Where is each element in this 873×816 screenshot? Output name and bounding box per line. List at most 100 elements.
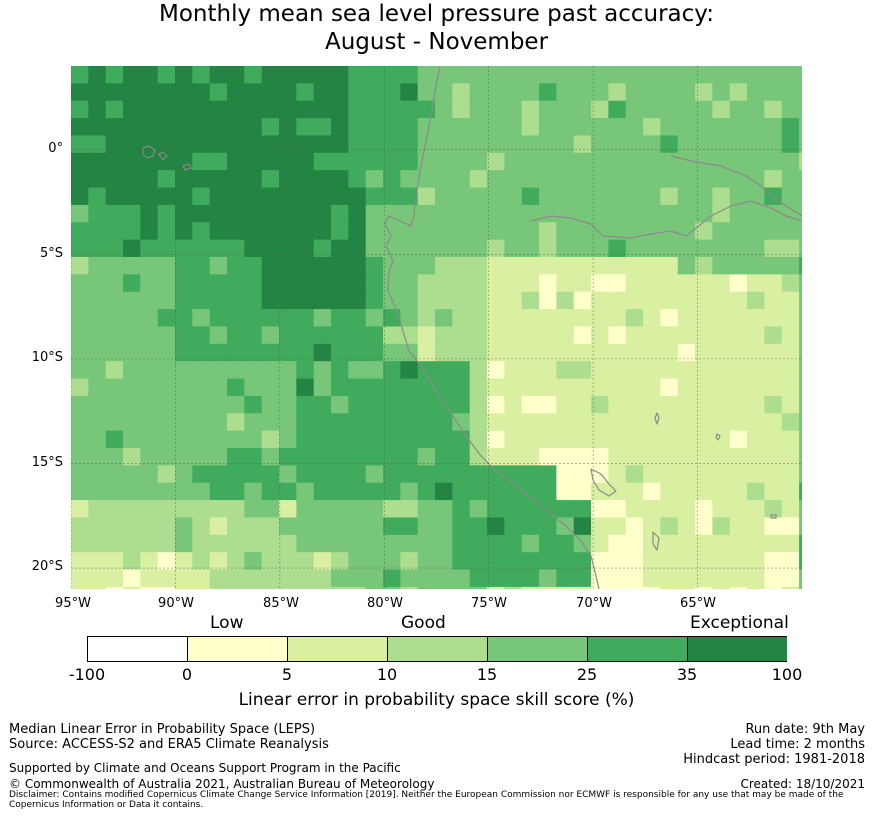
skill-cell: [504, 257, 523, 275]
skill-cell: [764, 66, 783, 84]
skill-cell: [487, 239, 505, 258]
skill-cell: [140, 430, 159, 449]
skill-cell: [591, 482, 609, 501]
skill-cell: [729, 309, 748, 328]
skill-cell: [261, 152, 280, 171]
skill-cell: [123, 135, 141, 154]
skill-cell: [504, 552, 523, 571]
skill-cell: [781, 100, 800, 119]
skill-cell: [747, 586, 766, 589]
skill-cell: [209, 291, 228, 310]
skill-cell: [227, 257, 245, 275]
skill-cell: [556, 239, 575, 258]
skill-cell: [573, 361, 592, 380]
skill-cell: [677, 239, 696, 258]
skill-cell: [296, 83, 315, 102]
skill-cell: [365, 517, 384, 536]
skill-cell: [261, 361, 280, 380]
skill-cell: [192, 83, 211, 102]
gridlines: [71, 66, 802, 589]
skill-cell: [383, 448, 401, 466]
skill-cell: [227, 482, 245, 501]
skill-cell: [192, 448, 211, 466]
skill-cell: [643, 395, 661, 414]
skill-cell: [643, 552, 661, 571]
lon-label-65w: 65°W: [680, 596, 716, 611]
skill-cell: [591, 118, 609, 137]
skill-cell: [417, 239, 436, 258]
skill-cell: [660, 152, 679, 171]
skill-cell: [279, 552, 297, 571]
skill-cell: [348, 187, 367, 206]
skill-cell: [643, 500, 661, 519]
skill-cell: [331, 187, 349, 206]
skill-cell: [123, 343, 141, 362]
skill-cell: [209, 569, 228, 588]
skill-cell: [747, 552, 766, 571]
skill-cell: [105, 465, 124, 484]
skill-cell: [504, 152, 523, 171]
skill-cell: [400, 517, 419, 536]
skill-cell: [695, 465, 714, 484]
skill-cell: [799, 135, 802, 154]
skill-cell: [105, 170, 124, 189]
skill-cell: [435, 291, 453, 310]
skill-cell: [400, 552, 419, 571]
skill-cell: [400, 326, 419, 345]
lon-label-80w: 80°W: [367, 596, 403, 611]
skill-cell: [573, 239, 592, 258]
skill-cell: [227, 378, 245, 397]
skill-cell: [643, 586, 661, 589]
skill-cell: [452, 239, 471, 258]
skill-cell: [227, 222, 245, 241]
skill-cell: [175, 465, 193, 484]
skill-cell: [781, 413, 800, 432]
skill-cell: [747, 395, 766, 414]
skill-cell: [227, 152, 245, 171]
skill-cell: [192, 430, 211, 449]
skill-cell: [383, 118, 401, 137]
skill-cell: [625, 118, 644, 137]
skill-cell: [799, 257, 802, 275]
skill-cell: [504, 204, 523, 223]
skill-cell: [331, 291, 349, 310]
skill-cell: [71, 118, 89, 137]
skill-cell: [695, 534, 714, 553]
skill-cell: [799, 569, 802, 588]
skill-cell: [209, 534, 228, 553]
skill-cell: [643, 274, 661, 293]
skill-cell: [487, 413, 505, 432]
skill-cell: [452, 152, 471, 171]
skill-cell: [417, 343, 436, 362]
skill-cell: [764, 517, 783, 536]
skill-cell: [677, 118, 696, 137]
skill-cell: [313, 239, 332, 258]
skill-cell: [157, 66, 176, 84]
skill-cell: [348, 257, 367, 275]
skill-cell: [192, 482, 211, 501]
skill-cell: [712, 395, 731, 414]
skill-cell: [383, 135, 401, 154]
skill-cell: [556, 222, 575, 241]
skill-cell: [677, 482, 696, 501]
skill-cell: [677, 257, 696, 275]
skill-cell: [123, 204, 141, 223]
skill-cell: [261, 257, 280, 275]
skill-cell: [452, 586, 471, 589]
skill-cell: [244, 343, 263, 362]
skill-cell: [244, 66, 263, 84]
skill-cell: [452, 361, 471, 380]
skill-cell: [556, 586, 575, 589]
skill-cell: [677, 343, 696, 362]
skill-cell: [227, 343, 245, 362]
skill-cell: [175, 291, 193, 310]
skill-cell: [469, 552, 488, 571]
skill-cell: [764, 413, 783, 432]
skill-cell: [244, 135, 263, 154]
skill-cell: [331, 448, 349, 466]
skill-cell: [296, 152, 315, 171]
skill-cell: [539, 586, 557, 589]
skill-cell: [365, 100, 384, 119]
skill-cell: [643, 517, 661, 536]
skill-cell: [383, 222, 401, 241]
